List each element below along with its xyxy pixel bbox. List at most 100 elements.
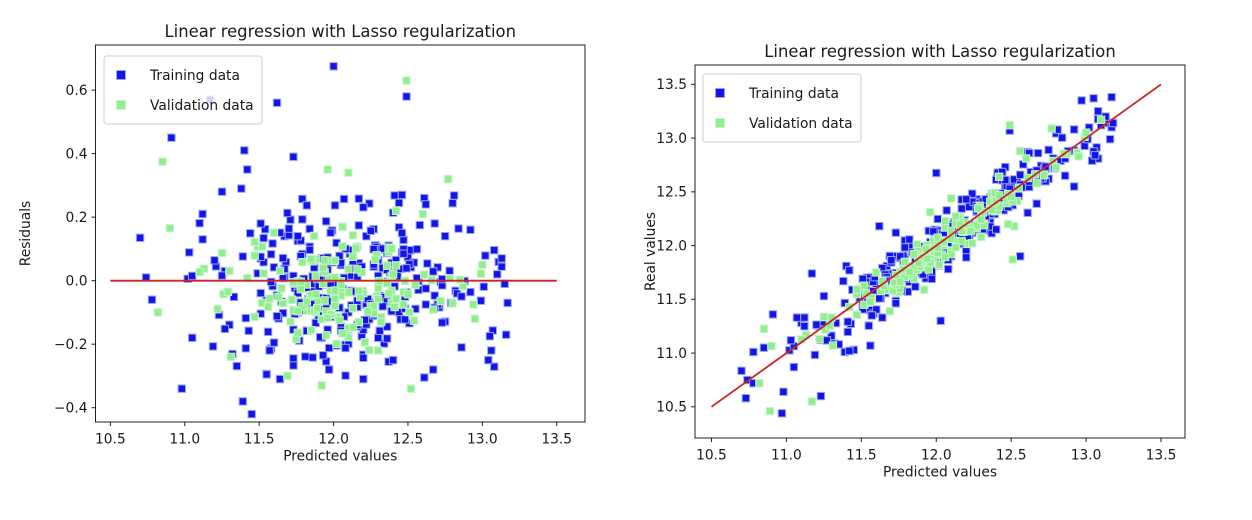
val-point [900,257,910,267]
val-point [363,307,373,316]
scatter-val [755,115,1106,416]
val-point [348,304,358,313]
y-tick-label: 12.5 [656,185,687,201]
train-point [256,219,265,228]
val-point [223,287,233,297]
train-point [845,346,854,356]
residual-plot: Linear regression with Lasso regularizat… [18,22,586,465]
validation-legend-marker [116,100,126,110]
train-point [768,310,778,319]
train-point [341,343,350,353]
train-point [737,366,746,376]
val-point [977,215,986,224]
val-point [348,252,358,262]
val-point [377,317,386,327]
val-point [470,314,480,324]
val-point [313,304,322,313]
y-tick-label: 11.0 [656,346,687,362]
train-point [933,214,943,224]
train-point [927,274,937,284]
plot-area-border [95,44,586,423]
train-point [864,321,874,330]
train-point [268,239,277,248]
train-point [866,341,875,350]
training-legend-marker [116,70,126,80]
train-point [487,346,496,355]
train-point [1060,171,1070,180]
train-point [390,191,399,200]
train-point [375,326,384,336]
train-point [301,352,310,361]
train-point [423,259,432,268]
train-point [244,326,253,336]
training-legend-marker [715,88,725,98]
train-point [1010,175,1019,184]
x-axis-label: Predicted values [883,465,997,481]
train-point [388,355,398,365]
train-point [188,333,197,343]
val-point [1016,146,1025,156]
val-point [455,275,465,284]
train-point [302,201,312,210]
train-point [217,271,227,280]
val-point [374,294,383,304]
train-point [875,222,884,231]
val-point [335,315,344,325]
val-point [403,290,413,299]
val-point [374,346,383,355]
val-point [476,269,486,278]
val-point [269,228,279,237]
train-point [246,229,255,238]
train-point [241,313,251,323]
val-point [957,237,966,246]
train-point [1107,93,1116,102]
val-point [436,296,445,306]
plot-area-border [694,64,1186,439]
val-point [195,267,204,277]
train-point [378,302,387,311]
val-point [330,256,340,265]
val-point [226,352,236,362]
train-point [382,334,392,343]
val-point [351,244,361,253]
val-point [217,248,227,258]
y-axis: 10.5 11.0 11.5 12.0 12.5 13.0 13.5 Real values [643,77,695,416]
y-tick-label: 13.5 [656,77,687,93]
train-point [305,224,314,234]
val-point [360,338,370,347]
train-point [220,324,230,334]
train-point [289,354,298,363]
train-point [1033,148,1043,158]
train-point [445,266,454,276]
train-point [289,361,298,370]
train-point [448,199,457,208]
train-point [217,187,227,196]
val-point [1022,154,1031,163]
train-point [1105,135,1115,144]
train-point [275,374,285,384]
val-point [321,331,331,340]
train-point [269,338,279,347]
x-tick-label: 12.5 [393,432,424,448]
train-point [962,253,971,262]
train-point [858,274,868,284]
train-point [240,146,249,155]
val-point [872,268,881,277]
y-tick-label: −0.4 [54,401,88,417]
train-point [749,347,758,357]
train-point [800,322,809,331]
x-tick-label: 12.5 [996,448,1027,464]
val-point [371,255,380,264]
val-point [478,260,487,270]
train-point [484,355,493,365]
train-point [891,228,901,237]
train-point [359,374,368,384]
val-point [330,286,340,295]
train-point [324,365,334,374]
val-point [1004,219,1013,229]
x-tick-label: 11.5 [244,432,275,448]
val-point [405,307,414,317]
train-point [318,351,328,360]
val-point [926,208,935,217]
val-point [767,341,776,351]
